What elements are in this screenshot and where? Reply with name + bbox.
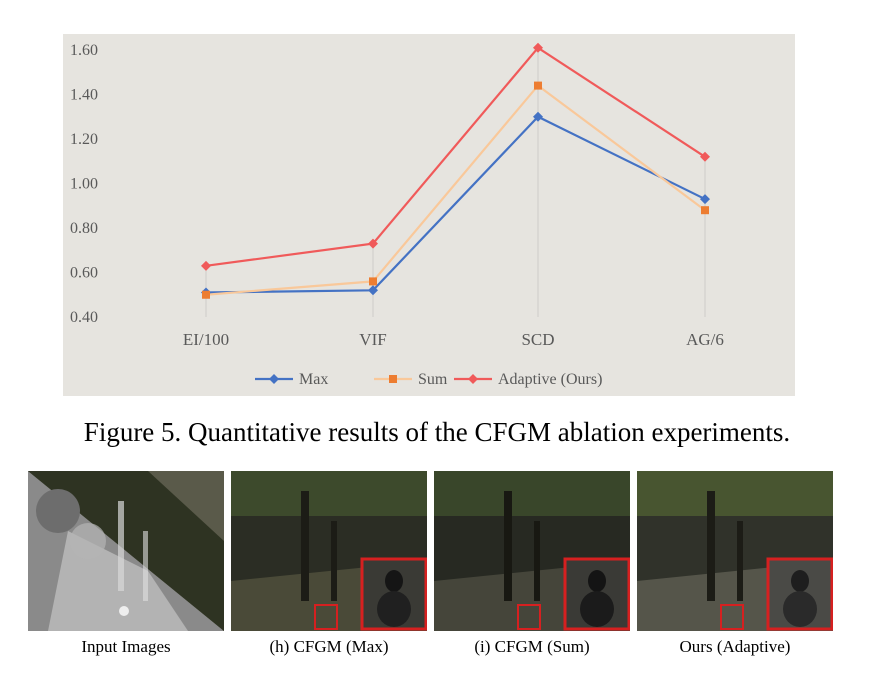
cfgm-max-photo [231, 471, 427, 631]
legend-label: Sum [418, 371, 448, 388]
data-point-0 [700, 194, 710, 205]
series-line-2 [205, 46, 706, 267]
legend-label: Max [299, 371, 328, 388]
y-tick-label: 0.40 [70, 309, 98, 326]
image-label-sum: (i) CFGM (Sum) [474, 637, 590, 656]
legend-marker [468, 374, 478, 384]
x-tick-label: AG/6 [686, 330, 724, 349]
x-tick-label: VIF [359, 330, 386, 349]
x-tick-label: EI/100 [183, 330, 229, 349]
legend-marker [389, 375, 397, 383]
y-tick-label: 0.60 [70, 265, 98, 282]
series-line-0 [205, 115, 706, 294]
data-point-2 [368, 238, 378, 249]
ours-adaptive-photo [637, 471, 833, 631]
y-tick-label: 1.20 [70, 131, 98, 148]
legend-marker [269, 374, 279, 384]
image-label-max: (h) CFGM (Max) [269, 637, 389, 656]
input-images-photo [28, 471, 224, 631]
data-point-1 [701, 206, 709, 215]
data-point-0 [368, 285, 378, 296]
x-tick-label: SCD [521, 330, 554, 349]
figure-caption: Figure 5. Quantitative results of the CF… [83, 417, 791, 447]
chart-panel: 0.40 0.60 0.80 1.00 1.20 1.40 1.60 EI/100 VIF SCD… [63, 34, 795, 396]
series-line-1 [205, 84, 706, 296]
image-label-input: Input Images [81, 637, 171, 656]
data-point-1 [534, 81, 542, 90]
image-label-ours: Ours (Adaptive) [679, 637, 791, 656]
cfgm-sum-photo [434, 471, 630, 631]
line-chart: 0.40 0.60 0.80 1.00 1.20 1.40 1.60 EI/100 VIF SCD… [70, 42, 724, 388]
y-tick-label: 1.00 [70, 176, 98, 193]
data-point-2 [533, 42, 543, 53]
y-tick-label: 1.60 [70, 42, 98, 59]
data-point-1 [202, 290, 210, 299]
data-point-1 [369, 277, 377, 286]
data-point-0 [533, 111, 543, 122]
y-tick-label: 0.80 [70, 220, 98, 237]
data-point-2 [201, 260, 211, 271]
y-tick-label: 1.40 [70, 87, 98, 104]
legend-label: Adaptive (Ours) [498, 371, 602, 388]
data-point-2 [700, 151, 710, 162]
